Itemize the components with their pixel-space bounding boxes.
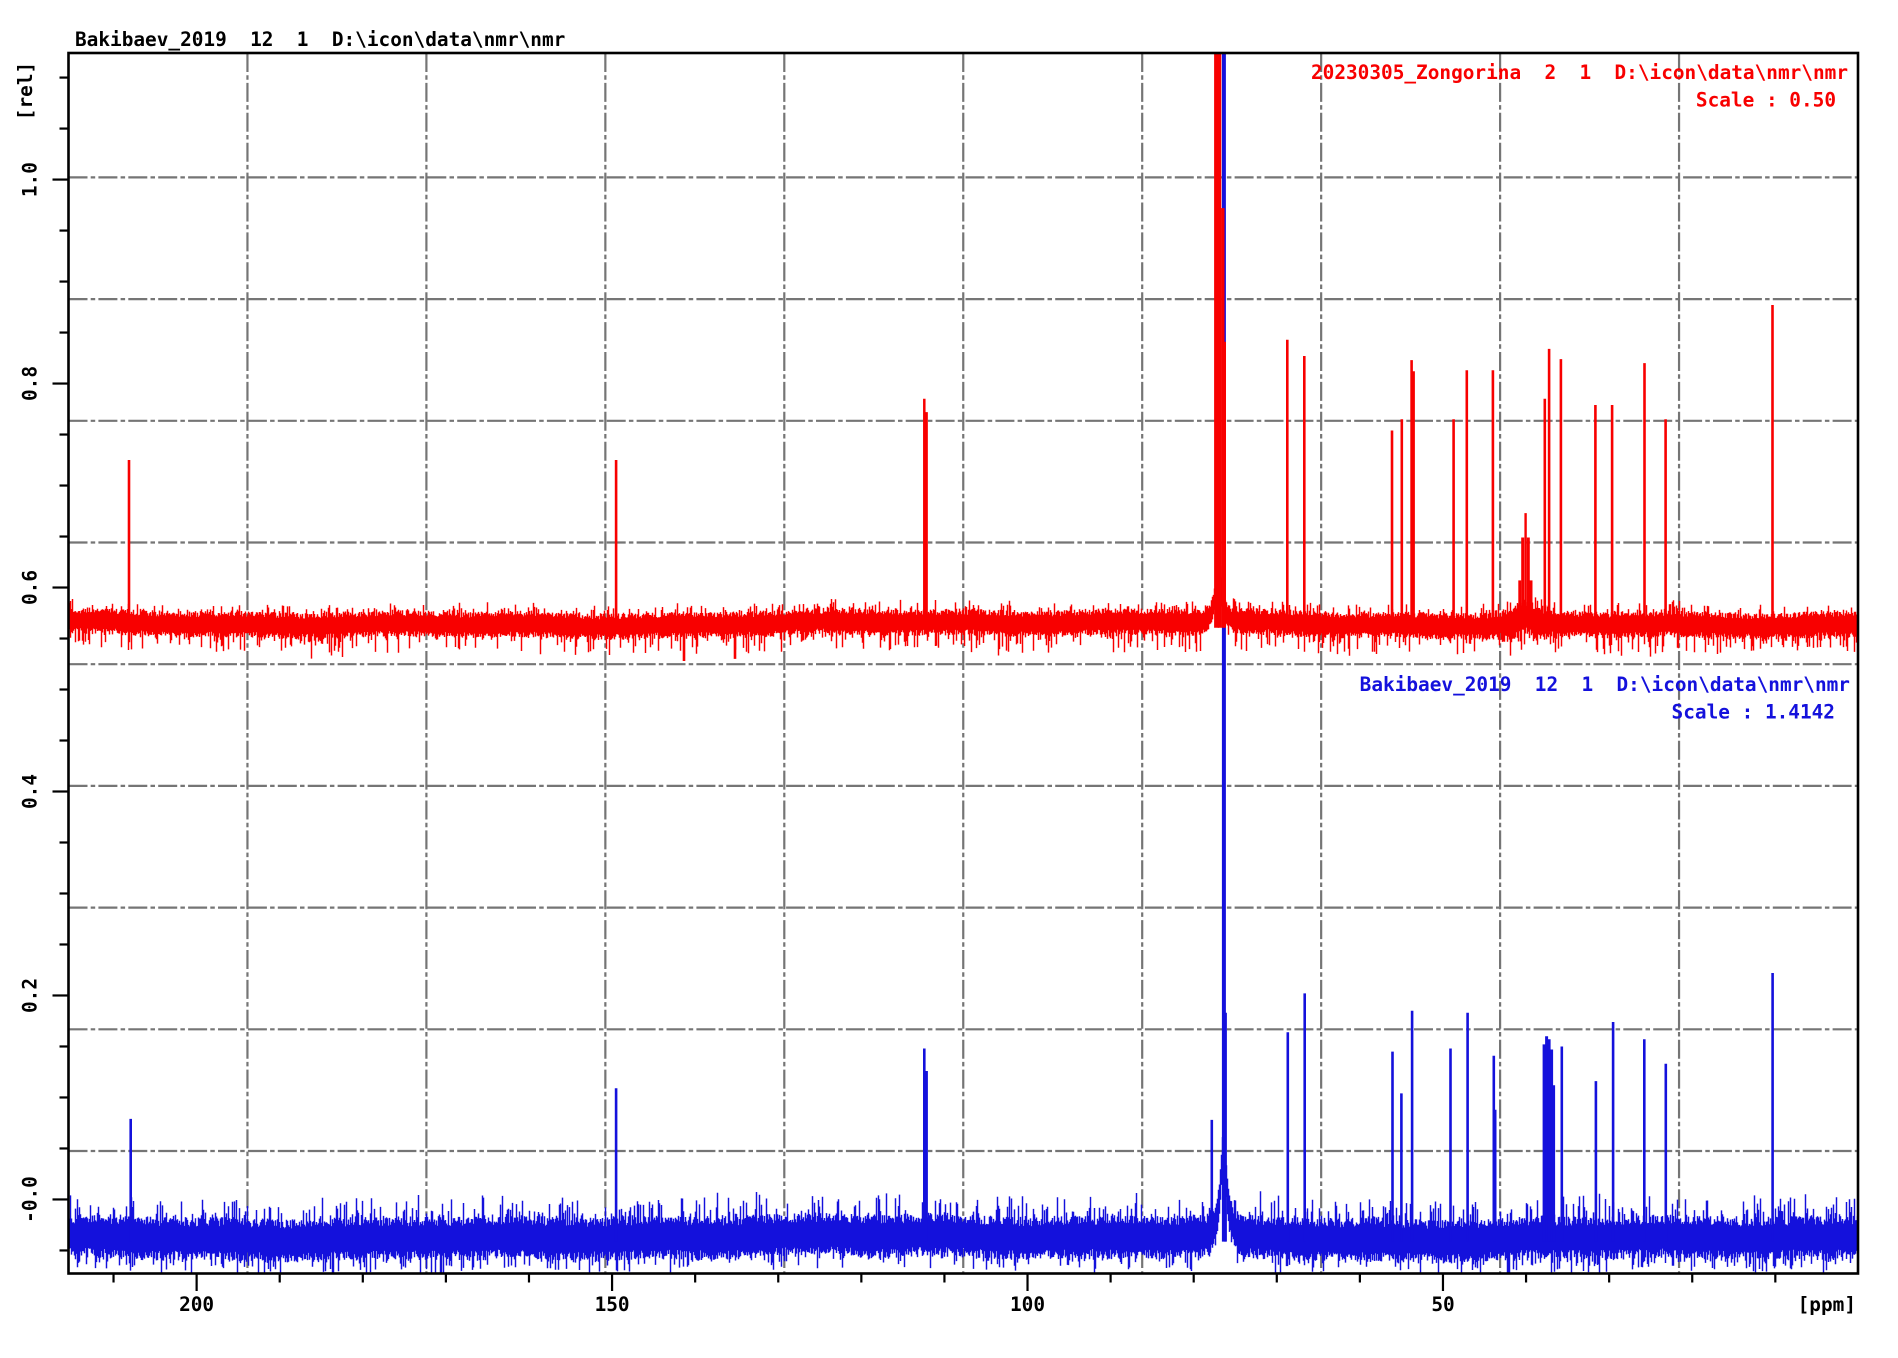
y-tick-label: 0.2 — [19, 978, 42, 1013]
axis-tick-labels: -0.0 0.2 0.4 0.6 0.8 1.0 200 150 100 50 — [19, 162, 1455, 1316]
y-axis-unit-label: [rel] — [14, 62, 37, 120]
blue-dataset-label: Bakibaev_2019 12 1 D:\icon\data\nmr\nmr — [1360, 673, 1850, 696]
axis-ticks — [52, 76, 1777, 1291]
grid-lines — [68, 53, 1858, 1274]
y-tick-label: 0.8 — [19, 366, 42, 401]
x-tick-label: 100 — [1010, 1293, 1045, 1316]
plot-frame — [67, 51, 1860, 1275]
x-tick-label: 50 — [1431, 1293, 1454, 1316]
red-dataset-scale-label: Scale : 0.50 — [1696, 89, 1836, 112]
peak-sticks — [129, 973, 1774, 1242]
peak-sticks — [127, 305, 1774, 661]
x-tick-label: 150 — [595, 1293, 630, 1316]
x-axis-unit-label: [ppm] — [1798, 1293, 1856, 1316]
y-tick-label: 0.4 — [19, 774, 42, 809]
dataset-title-label: Bakibaev_2019 12 1 D:\icon\data\nmr\nmr — [75, 28, 565, 51]
x-tick-label: 200 — [179, 1293, 214, 1316]
spectra-traces — [68, 53, 1858, 1274]
y-tick-label: 1.0 — [19, 162, 42, 197]
y-tick-label: -0.0 — [19, 1176, 42, 1223]
blue-dataset-scale-label: Scale : 1.4142 — [1672, 701, 1835, 724]
y-tick-label: 0.6 — [19, 570, 42, 605]
red-dataset-label: 20230305_Zongorina 2 1 D:\icon\data\nmr\… — [1311, 61, 1848, 84]
